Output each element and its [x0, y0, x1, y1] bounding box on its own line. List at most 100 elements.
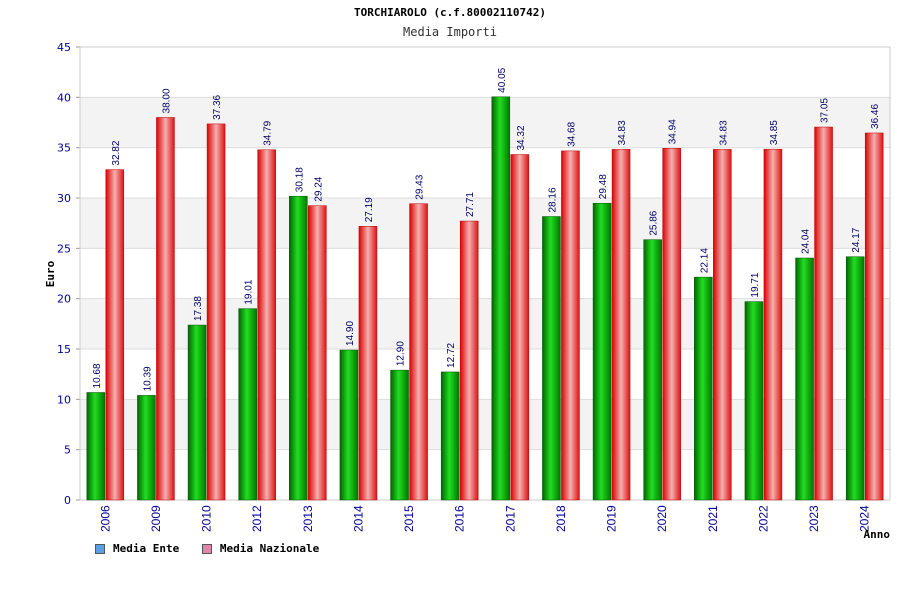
- bar-media-nazionale: [459, 220, 479, 501]
- data-label: 37.05: [820, 98, 831, 123]
- bar-media-nazionale: [105, 169, 125, 501]
- bar-media-nazionale: [763, 148, 783, 501]
- bar-media-nazionale: [206, 123, 226, 501]
- legend: Media Ente Media Nazionale: [95, 542, 335, 557]
- data-label: 34.83: [617, 120, 628, 145]
- data-label: 29.24: [313, 176, 324, 201]
- data-label: 36.46: [870, 104, 881, 129]
- bar-media-ente: [137, 395, 156, 501]
- data-label: 37.36: [212, 94, 223, 119]
- x-tick-label: 2006: [98, 505, 112, 532]
- data-label: 34.32: [516, 125, 527, 150]
- data-label: 34.68: [566, 121, 577, 146]
- bar-media-ente: [390, 369, 409, 501]
- bar-media-ente: [592, 202, 612, 501]
- data-label: 40.05: [497, 67, 508, 92]
- y-tick-label: 10: [57, 393, 71, 406]
- y-tick-label: 5: [64, 444, 71, 457]
- bar-media-nazionale: [257, 149, 276, 501]
- bar-media-nazionale: [561, 150, 580, 501]
- data-label: 34.85: [769, 120, 780, 145]
- bar-media-ente: [289, 195, 308, 501]
- x-tick-label: 2024: [858, 505, 872, 532]
- legend-swatch-ente: [95, 543, 105, 554]
- bar-media-nazionale: [713, 149, 732, 501]
- y-tick-label: 35: [57, 142, 71, 155]
- legend-item-nazionale: Media Nazionale: [201, 542, 320, 555]
- bar-media-ente: [694, 276, 713, 501]
- data-label: 27.71: [465, 192, 476, 217]
- data-label: 28.16: [547, 187, 558, 212]
- data-label: 19.71: [750, 272, 761, 297]
- bar-media-nazionale: [409, 203, 428, 501]
- y-tick-label: 45: [57, 41, 71, 54]
- grid-band: [80, 47, 890, 98]
- x-tick-label: 2018: [554, 505, 568, 532]
- legend-label-ente: Media Ente: [113, 542, 180, 555]
- legend-label-nazionale: Media Nazionale: [219, 542, 320, 555]
- data-label: 32.82: [111, 140, 122, 165]
- x-tick-label: 2021: [706, 505, 720, 532]
- bar-media-ente: [187, 324, 207, 501]
- bar-media-ente: [845, 256, 865, 501]
- y-tick-label: 20: [57, 293, 71, 306]
- data-label: 34.94: [668, 119, 679, 144]
- x-tick-label: 2019: [605, 505, 619, 532]
- data-label: 22.14: [699, 248, 710, 273]
- plot-frame: [79, 46, 891, 501]
- y-tick-label: 30: [57, 192, 71, 205]
- bar-media-nazionale: [308, 205, 327, 501]
- y-tick-label: 15: [57, 343, 71, 356]
- data-label: 10.68: [92, 363, 103, 388]
- y-axis-title: Euro: [44, 260, 57, 287]
- y-tick-label: 25: [57, 242, 71, 255]
- bar-media-nazionale: [156, 117, 175, 501]
- bar-media-nazionale: [611, 149, 631, 501]
- data-label: 34.79: [263, 120, 274, 145]
- bar-media-nazionale: [510, 154, 530, 501]
- legend-swatch-nazionale: [201, 543, 212, 554]
- x-tick-label: 2014: [351, 505, 365, 532]
- bar-media-nazionale: [662, 148, 681, 501]
- x-tick-label: 2015: [402, 505, 416, 532]
- bar-media-ente: [440, 371, 460, 501]
- x-tick-label: 2013: [301, 505, 315, 532]
- bar-media-ente: [238, 308, 257, 501]
- bar-media-nazionale: [864, 132, 884, 501]
- bar-media-ente: [491, 96, 511, 501]
- data-label: 38.00: [161, 88, 172, 113]
- bar-media-nazionale: [814, 126, 833, 501]
- data-label: 34.83: [718, 120, 729, 145]
- x-tick-label: 2023: [807, 505, 821, 532]
- x-tick-label: 2016: [453, 505, 467, 532]
- data-label: 12.72: [446, 342, 457, 367]
- data-label: 10.39: [142, 366, 153, 391]
- bar-media-ente: [339, 349, 359, 501]
- chart-subtitle: Media Importi: [403, 25, 497, 39]
- x-tick-label: 2009: [149, 505, 163, 532]
- bar-media-ente: [795, 257, 814, 501]
- data-label: 30.18: [294, 167, 305, 192]
- data-label: 24.04: [801, 229, 812, 254]
- x-tick-label: 2010: [200, 505, 214, 532]
- bar-media-ente: [542, 216, 561, 501]
- bar-media-ente: [86, 392, 106, 501]
- x-tick-label: 2020: [655, 505, 669, 532]
- legend-item-ente: Media Ente: [95, 542, 179, 555]
- x-axis-title: Anno: [864, 528, 891, 541]
- data-label: 19.01: [244, 279, 255, 304]
- x-tick-label: 2012: [250, 505, 264, 532]
- x-tick-label: 2022: [756, 505, 770, 532]
- data-label: 24.17: [851, 227, 862, 252]
- bar-media-ente: [744, 301, 764, 501]
- data-label: 12.90: [396, 341, 407, 366]
- data-label: 14.90: [345, 321, 356, 346]
- x-tick-label: 2017: [503, 505, 517, 532]
- data-label: 29.48: [598, 174, 609, 199]
- chart-title: TORCHIAROLO (c.f.80002110742): [353, 6, 547, 19]
- data-label: 17.38: [193, 296, 204, 321]
- data-label: 29.43: [415, 174, 426, 199]
- y-tick-label: 40: [57, 91, 71, 104]
- bar-media-ente: [643, 239, 662, 501]
